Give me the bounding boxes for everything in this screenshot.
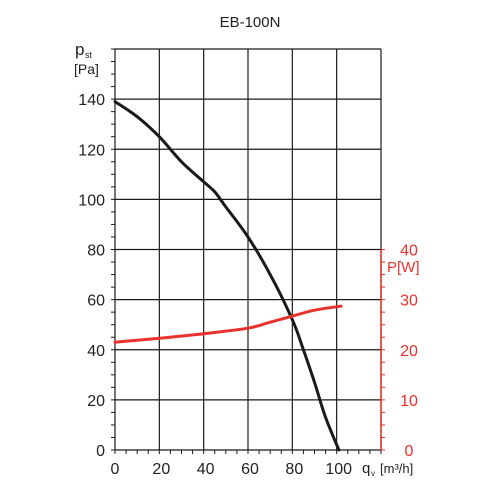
y-left-tick-label: 20 [87, 393, 105, 410]
y-left-tick-label: 60 [87, 293, 105, 310]
y-right-tick-label: 40 [400, 243, 418, 260]
y-left-tick-label: 80 [87, 243, 105, 260]
y-left-tick-label: 40 [87, 343, 105, 360]
y-right-axis-label: P[W] [387, 259, 420, 276]
y-right-tick-label: 0 [405, 443, 414, 460]
x-tick-label: 60 [241, 461, 259, 478]
x-tick-label: 0 [111, 461, 120, 478]
y-right-tick-label: 10 [400, 393, 418, 410]
x-tick-label: 20 [152, 461, 170, 478]
y-left-tick-label: 120 [78, 142, 105, 159]
y-left-tick-label: 0 [96, 443, 105, 460]
minor-ticks [111, 48, 385, 454]
chart-title: EB-100N [220, 14, 281, 31]
y-left-axis-symbol: p [75, 40, 84, 59]
x-axis-symbol: q [362, 460, 370, 477]
grid [114, 48, 382, 451]
y-left-tick-label: 140 [78, 92, 105, 109]
x-axis-unit: [m³/h] [380, 461, 413, 476]
x-tick-label: 40 [197, 461, 215, 478]
series-lines [113, 100, 343, 452]
x-axis-subscript: v [371, 469, 375, 478]
y-left-axis-subscript: st [85, 50, 93, 60]
x-tick-label: 100 [325, 461, 352, 478]
tick-labels: 0 20 40 60 80 100 120 140 0 20 40 60 80 100 0 10 20 30 40 [78, 92, 418, 478]
pressure-curve [113, 100, 341, 452]
x-tick-label: 80 [285, 461, 303, 478]
y-left-tick-label: 100 [78, 192, 105, 209]
y-right-tick-label: 30 [400, 293, 418, 310]
power-curve [113, 304, 343, 344]
y-right-tick-label: 20 [400, 343, 418, 360]
y-left-axis-unit: [Pa] [74, 61, 99, 77]
